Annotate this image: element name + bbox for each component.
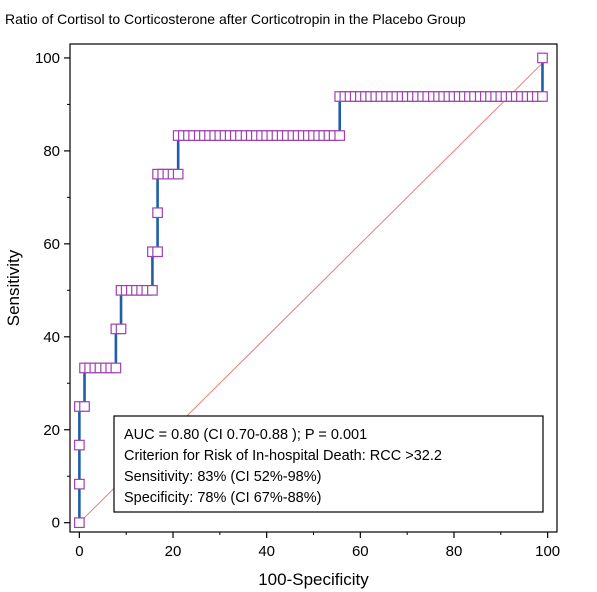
y-tick-label: 20 (43, 422, 60, 439)
roc-point (152, 246, 163, 258)
roc-point (172, 168, 184, 180)
x-tick-label: 60 (352, 543, 369, 560)
x-tick-label: 100 (535, 543, 560, 560)
annotation-box: AUC = 0.80 (CI 0.70-0.88 ); P = 0.001 Cr… (113, 415, 544, 513)
roc-point (334, 130, 346, 141)
chart-title: Ratio of Cortisol to Corticosterone afte… (5, 11, 466, 27)
roc-point (79, 401, 90, 412)
annotation-sensitivity: Sensitivity: 83% (CI 52%-98%) (124, 469, 321, 485)
roc-point (74, 517, 85, 529)
annotation-specificity: Specificity: 78% (CI 67%-88%) (124, 490, 321, 506)
annotation-frame (113, 415, 544, 513)
roc-point (537, 91, 548, 102)
x-tick-label: 0 (75, 543, 83, 560)
y-tick-label: 60 (43, 236, 60, 253)
x-axis-title: 100-Specificity (258, 570, 369, 589)
plot-frame (69, 43, 558, 533)
roc-markers-layer (74, 52, 548, 529)
y-tick-label: 0 (52, 515, 60, 532)
x-tick-label: 80 (446, 543, 463, 560)
x-tick-label: 40 (258, 543, 275, 560)
roc-point (74, 439, 85, 451)
annotation-criterion: Criterion for Risk of In-hospital Death:… (124, 448, 442, 464)
roc-point (147, 284, 158, 296)
y-axis-title: Sensitivity (4, 249, 23, 326)
roc-point (152, 207, 163, 219)
roc-point (537, 52, 548, 64)
roc-point (74, 478, 85, 490)
roc-point (115, 323, 127, 335)
roc-point (110, 362, 122, 374)
x-tick-label: 20 (165, 543, 182, 560)
y-tick-label: 100 (35, 50, 60, 67)
y-tick-label: 80 (43, 143, 60, 160)
y-tick-label: 40 (43, 329, 60, 346)
annotation-auc: AUC = 0.80 (CI 0.70-0.88 ); P = 0.001 (124, 427, 367, 443)
